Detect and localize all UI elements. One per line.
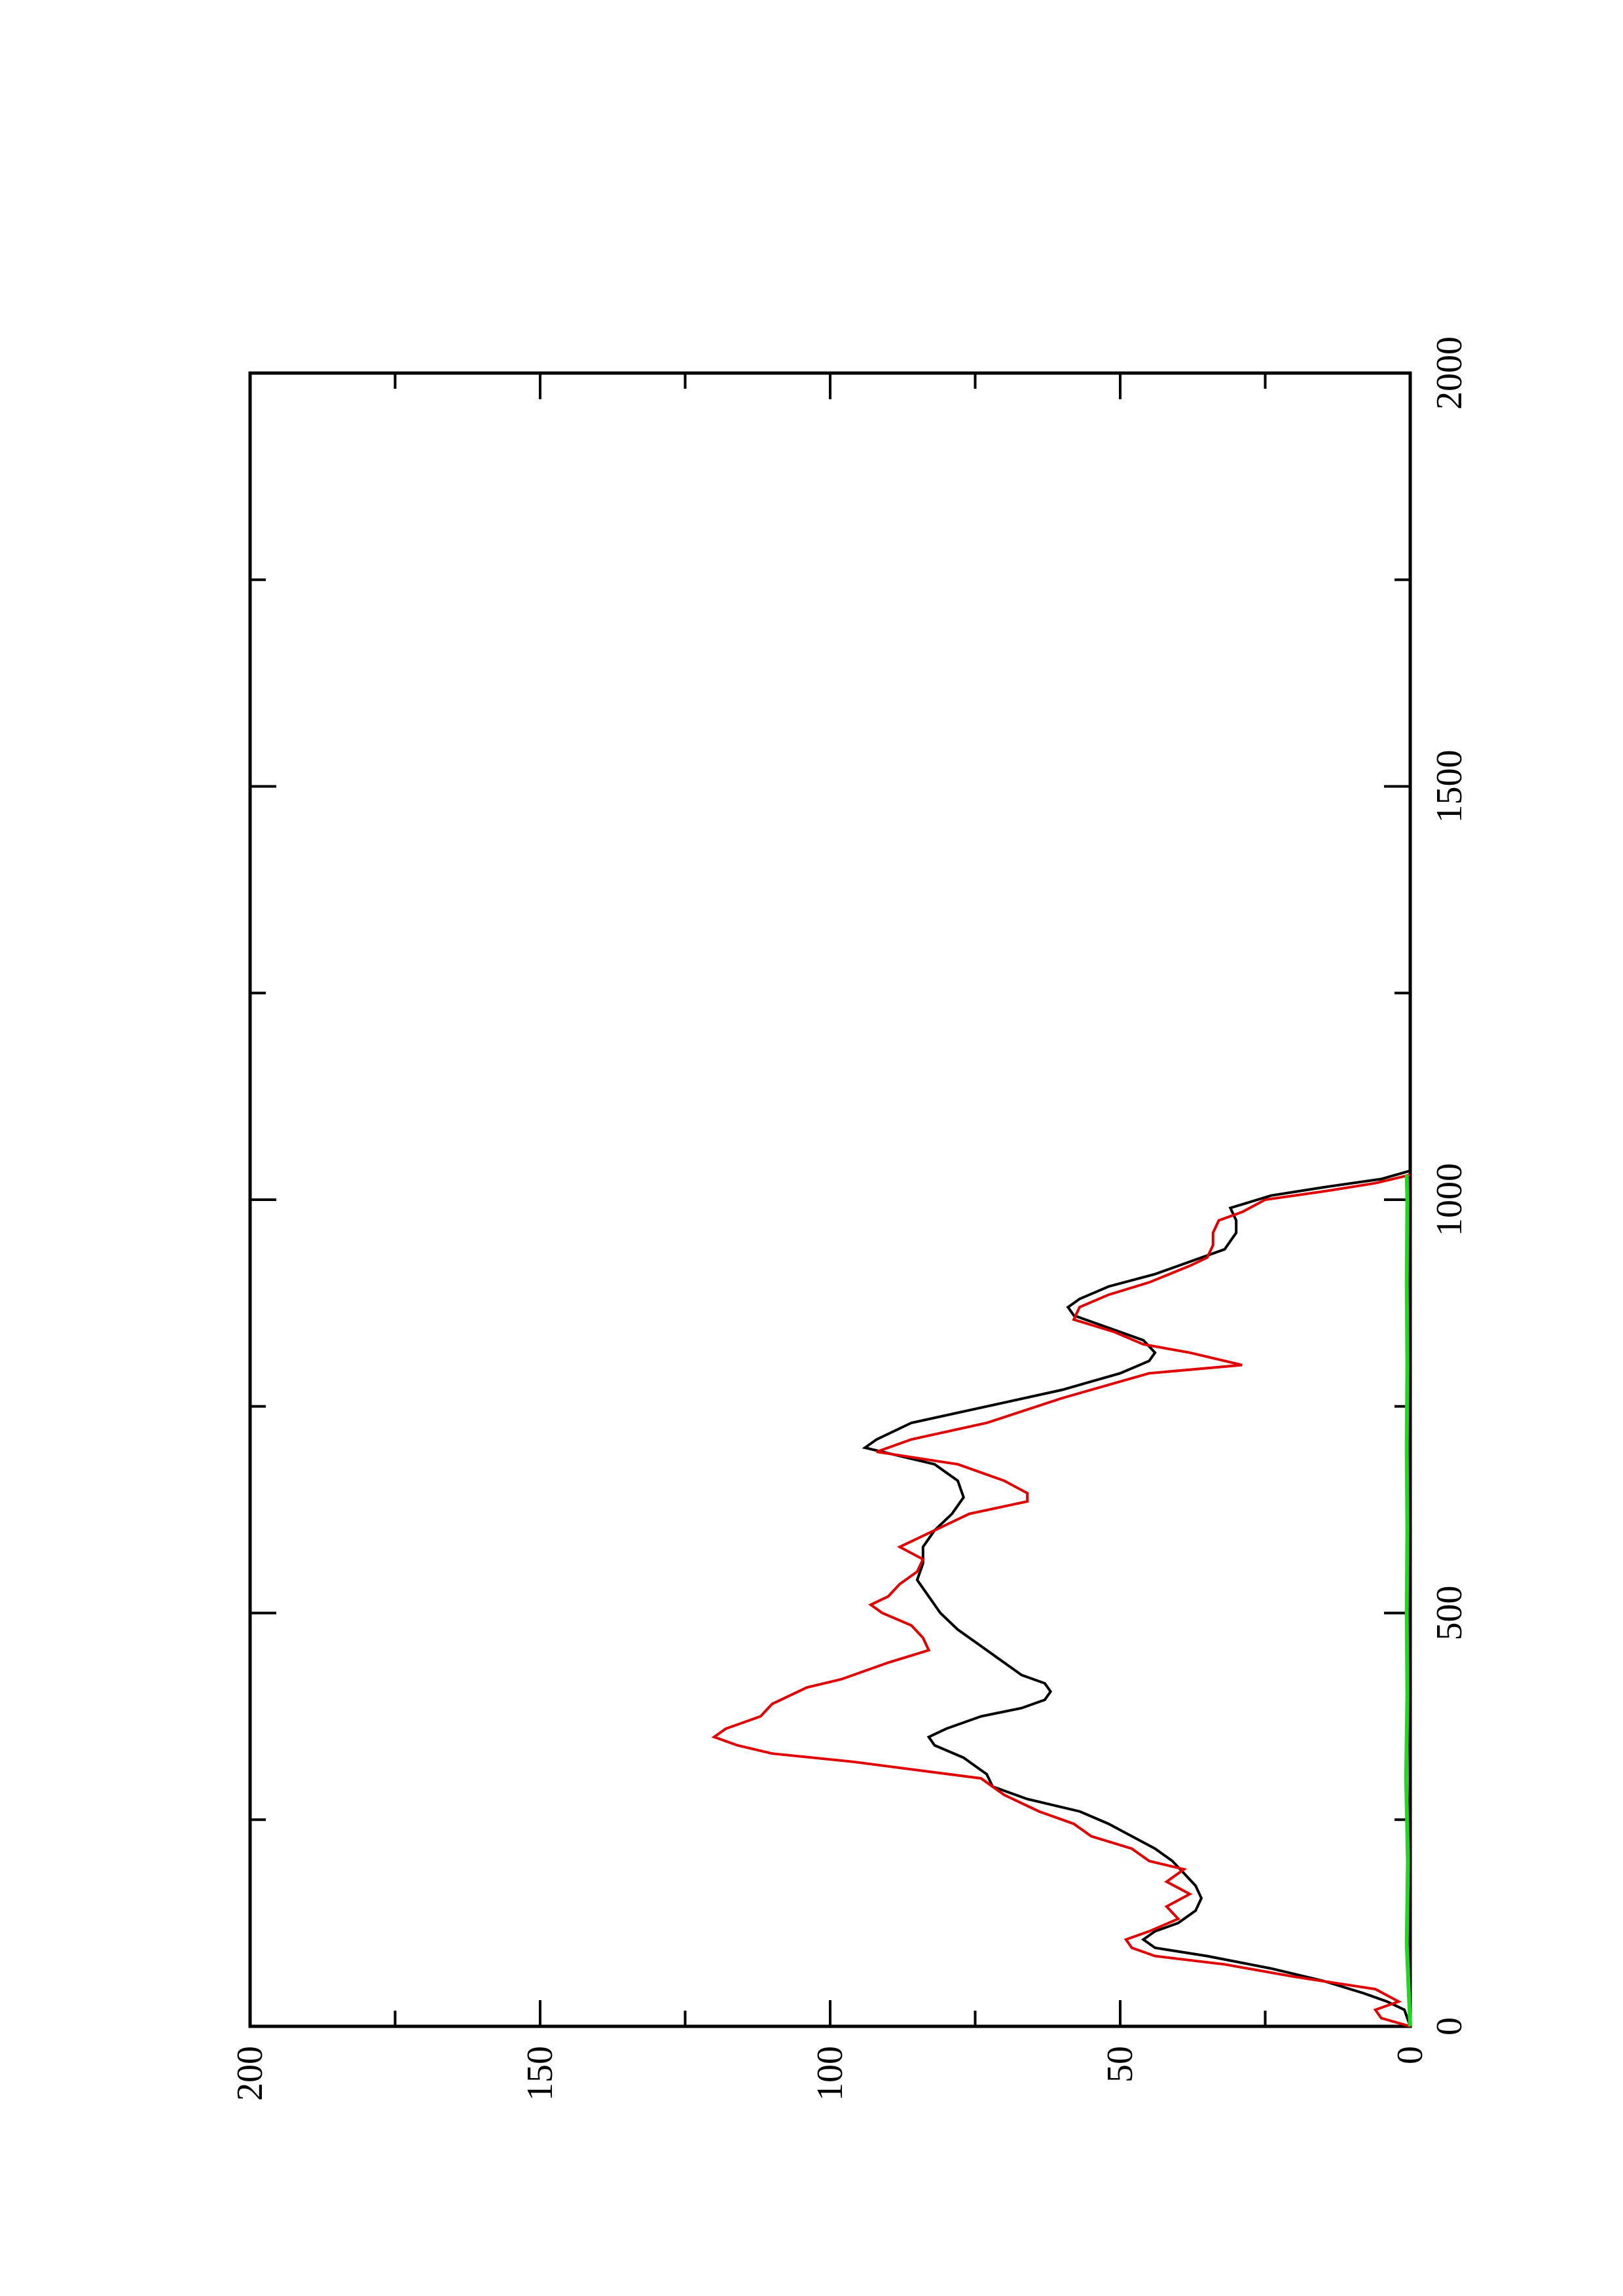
series-line-3 <box>1404 1175 1412 2027</box>
y-tick-label: 0 <box>1390 2046 1431 2064</box>
y-tick-label: 150 <box>520 2046 560 2101</box>
axis-ticks <box>249 372 1412 2028</box>
y-tick-label: 100 <box>810 2046 850 2101</box>
series-line-2 <box>711 1174 1411 2028</box>
x-tick-label: 500 <box>1429 1586 1470 1641</box>
tick-labels: 0 500 1000 1500 2000 0 50 100 150 200 <box>230 336 1470 2101</box>
series-layer <box>711 1169 1412 2028</box>
y-tick-label: 200 <box>230 2046 270 2101</box>
plot-frame <box>248 371 1412 2028</box>
series-line-1 <box>862 1169 1412 2027</box>
y-tick-label: 50 <box>1100 2046 1140 2083</box>
x-tick-label: 2000 <box>1429 336 1470 410</box>
x-tick-label: 0 <box>1429 2017 1470 2036</box>
x-tick-label: 1500 <box>1429 750 1470 823</box>
x-tick-label: 1000 <box>1429 1163 1470 1236</box>
